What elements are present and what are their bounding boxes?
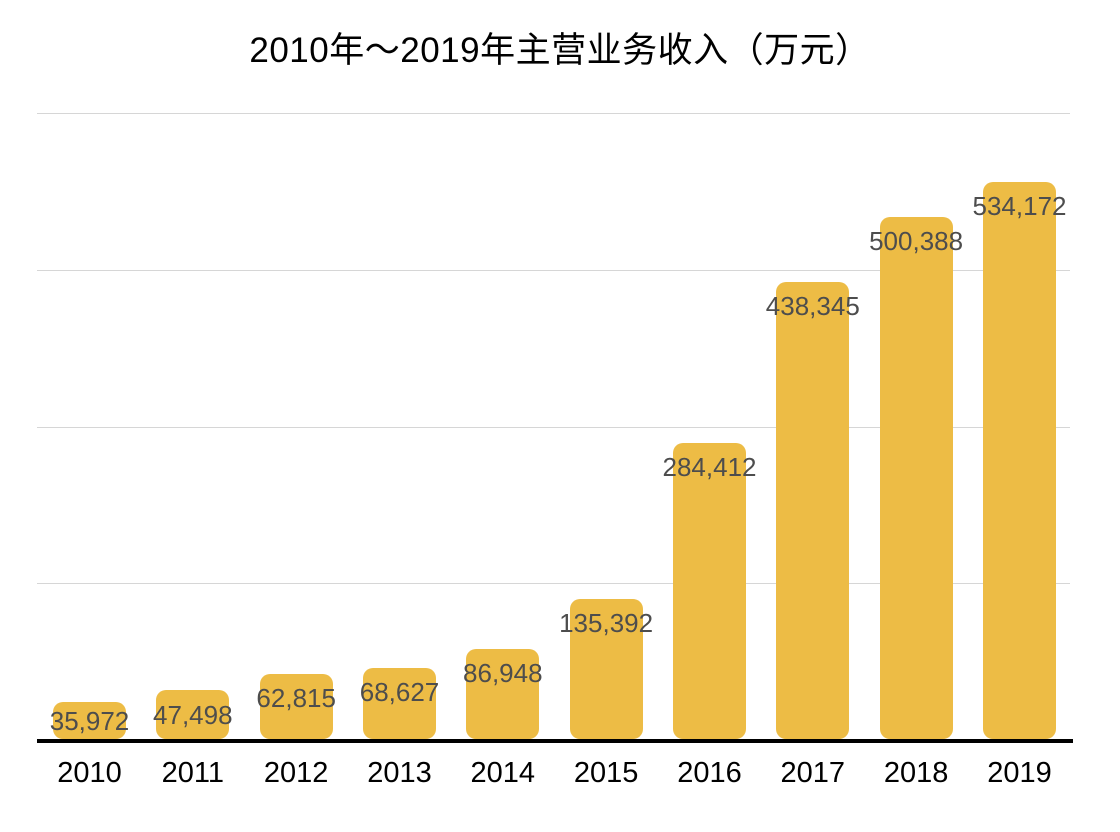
bar-2010: [53, 702, 126, 739]
x-tick-label-2014: 2014: [470, 757, 536, 789]
x-tick-label-2016: 2016: [677, 757, 742, 789]
x-tick-label-2017: 2017: [780, 757, 846, 789]
bar-value-label: 438,345: [765, 290, 860, 321]
bar-2016: [673, 442, 746, 739]
x-tick-label-2013: 2013: [367, 757, 432, 789]
bar-2015: [569, 598, 643, 739]
gridline: [37, 113, 1070, 114]
bar-2017: [776, 281, 850, 739]
x-tick-label-2018: 2018: [883, 757, 949, 789]
bar-value-label: 284,412: [662, 451, 757, 482]
bar-2019: [983, 181, 1056, 739]
bar-2013: [363, 668, 436, 739]
bar-value-label: 62,815: [256, 683, 336, 714]
chart-title: 2010年～2019年主营业务收入（万元）: [249, 31, 871, 70]
bar-2012: [259, 674, 333, 739]
bar-value-label: 35,972: [49, 706, 130, 737]
bar-value-label: 47,498: [153, 700, 233, 731]
x-tick-label-2015: 2015: [573, 757, 639, 789]
bar-2014: [466, 649, 540, 739]
bar-value-label: 135,392: [559, 607, 654, 638]
x-axis-line: [37, 739, 1073, 743]
bar-value-label: 534,172: [972, 190, 1067, 221]
gridline: [37, 270, 1070, 271]
bar-value-label: 68,627: [359, 677, 440, 708]
x-tick-label-2011: 2011: [161, 757, 224, 789]
x-tick-label-2010: 2010: [57, 757, 122, 789]
bar-2018: [879, 217, 953, 739]
gridline: [37, 427, 1070, 428]
x-tick-label-2012: 2012: [263, 757, 329, 789]
bar-value-label: 86,948: [463, 658, 543, 689]
bar-2011: [156, 690, 230, 739]
x-tick-label-2019: 2019: [987, 757, 1052, 789]
bar-value-label: 500,388: [869, 226, 964, 257]
gridline: [37, 583, 1070, 584]
